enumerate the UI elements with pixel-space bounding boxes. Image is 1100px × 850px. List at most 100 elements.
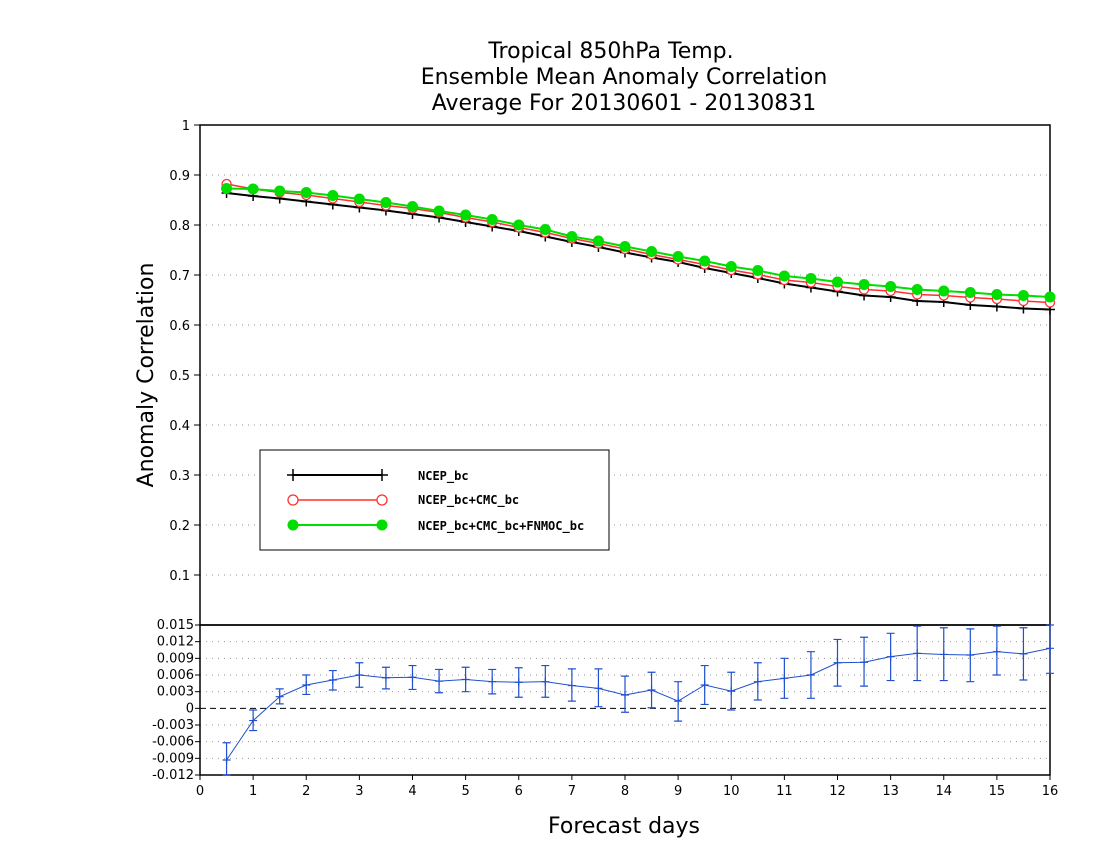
series-point-filled-circle	[646, 246, 658, 257]
x-tick-label: 7	[568, 784, 576, 799]
difference-point	[222, 756, 231, 764]
title-line-3: Average For 20130601 - 20130831	[432, 91, 817, 116]
series-point-filled-circle	[327, 190, 339, 201]
series-point-filled-circle	[1044, 291, 1056, 303]
x-tick-label: 16	[1042, 784, 1059, 799]
series-point-filled-circle	[672, 251, 684, 262]
difference-point	[700, 681, 709, 689]
top-y-tick-label: 0.4	[169, 419, 190, 434]
chart-title: Tropical 850hPa Temp. Ensemble Mean Anom…	[421, 39, 828, 116]
difference-point	[249, 716, 258, 725]
series-point-filled-circle	[460, 209, 472, 221]
series-point-filled-circle	[832, 276, 843, 288]
difference-point	[647, 686, 656, 694]
series-point-filled-circle	[752, 265, 764, 276]
difference-point	[488, 677, 497, 686]
bottom-y-tick-label: 0.012	[157, 635, 194, 650]
difference-point	[275, 692, 284, 701]
x-tick-label: 12	[829, 784, 846, 799]
legend-marker-filled-circle	[376, 519, 388, 531]
series-line-1	[226, 183, 1051, 304]
x-tick-label: 6	[515, 784, 523, 799]
title-line-2: Ensemble Mean Anomaly Correlation	[421, 65, 828, 90]
series-point-filled-circle	[539, 224, 551, 235]
difference-point	[461, 675, 470, 684]
difference-point	[408, 673, 417, 682]
series-point-filled-circle	[433, 205, 445, 217]
difference-point	[806, 671, 815, 679]
series-point-filled-circle	[380, 197, 392, 208]
x-tick-label: 13	[882, 784, 899, 799]
series-point-filled-circle	[513, 219, 525, 231]
series-point-filled-circle	[911, 284, 923, 295]
legend-label-ncep-cmc-fnmoc: NCEP_bc+CMC_bc+FNMOC_bc	[418, 519, 584, 534]
bottom-y-tick-label: 0.015	[157, 618, 194, 633]
top-y-tick-label: 0.2	[169, 519, 190, 534]
x-tick-label: 14	[935, 784, 952, 799]
difference-point	[780, 674, 789, 683]
series-point-filled-circle	[221, 183, 233, 194]
legend-marker-open-circle	[287, 494, 299, 506]
x-tick-label: 8	[621, 784, 629, 799]
top-y-tick-label: 0.1	[169, 569, 190, 584]
difference-point	[966, 651, 975, 659]
bottom-y-tick-label: 0	[186, 701, 194, 716]
legend-marker-plus	[376, 469, 388, 481]
series-point-filled-circle	[805, 273, 817, 284]
difference-point	[753, 677, 762, 686]
difference-point	[594, 684, 603, 693]
difference-line	[226, 647, 1051, 761]
top-y-tick-label: 1	[182, 119, 190, 134]
top-y-tick-label: 0.9	[169, 169, 190, 184]
x-tick-label: 11	[776, 784, 793, 799]
x-axis-label: Forecast days	[548, 814, 700, 839]
x-tick-label: 0	[196, 784, 204, 799]
difference-point	[302, 681, 311, 689]
legend-marker-open-circle	[376, 494, 388, 506]
difference-point	[328, 676, 337, 684]
x-tick-label: 3	[355, 784, 363, 799]
x-axis-ticks: 0 1 2 3 4 5 6 7 8 9 10 11 12 13 14 15 16	[196, 775, 1058, 799]
legend-label-ncep: NCEP_bc	[418, 469, 469, 484]
top-y-tick-label: 0.5	[169, 369, 190, 384]
top-panel-y-ticks: 0.1 0.2 0.3 0.4 0.5 0.6 0.7 0.8 0.9 1	[169, 119, 200, 584]
legend: NCEP_bc NCEP_bc+CMC_bc NCEP_bc+CMC_bc+FN…	[259, 449, 610, 551]
title-line-1: Tropical 850hPa Temp.	[487, 39, 733, 64]
top-y-tick-label: 0.7	[169, 269, 190, 284]
difference-point	[355, 671, 364, 679]
difference-point	[381, 673, 390, 682]
bottom-y-tick-label: -0.009	[152, 751, 194, 766]
series-point-filled-circle	[725, 261, 737, 272]
difference-point	[939, 650, 948, 659]
top-y-tick-label: 0.3	[169, 469, 190, 484]
series-point-filled-circle	[938, 285, 950, 297]
bottom-y-tick-label: -0.003	[152, 718, 194, 733]
difference-point	[992, 647, 1001, 656]
difference-point	[833, 658, 842, 667]
bottom-panel-series	[222, 624, 1054, 776]
series-point-filled-circle	[353, 193, 365, 205]
difference-point	[435, 677, 444, 686]
series-point-filled-circle	[247, 183, 259, 195]
series-line-2	[226, 187, 1051, 298]
top-y-tick-label: 0.6	[169, 319, 190, 334]
series-point-filled-circle	[619, 241, 631, 252]
bottom-y-tick-label: -0.012	[152, 768, 194, 783]
series-point-filled-circle	[592, 235, 604, 247]
series-point-filled-circle	[858, 279, 870, 290]
top-y-tick-label: 0.8	[169, 219, 190, 234]
series-point-filled-circle	[300, 187, 312, 198]
top-panel-series	[221, 178, 1056, 315]
difference-point	[1046, 644, 1054, 653]
top-panel-gridlines	[200, 174, 1050, 576]
difference-point	[514, 678, 523, 687]
legend-label-ncep-cmc: NCEP_bc+CMC_bc	[418, 493, 519, 508]
difference-point	[886, 652, 895, 661]
legend-marker-filled-circle	[287, 519, 299, 531]
legend-marks	[287, 469, 388, 531]
x-tick-label: 9	[674, 784, 682, 799]
x-tick-label: 1	[249, 784, 257, 799]
series-point-filled-circle	[407, 201, 418, 212]
bottom-panel-y-ticks: -0.012 -0.009-0.006 -0.003 00.003 0.006 0.009…	[152, 618, 200, 783]
